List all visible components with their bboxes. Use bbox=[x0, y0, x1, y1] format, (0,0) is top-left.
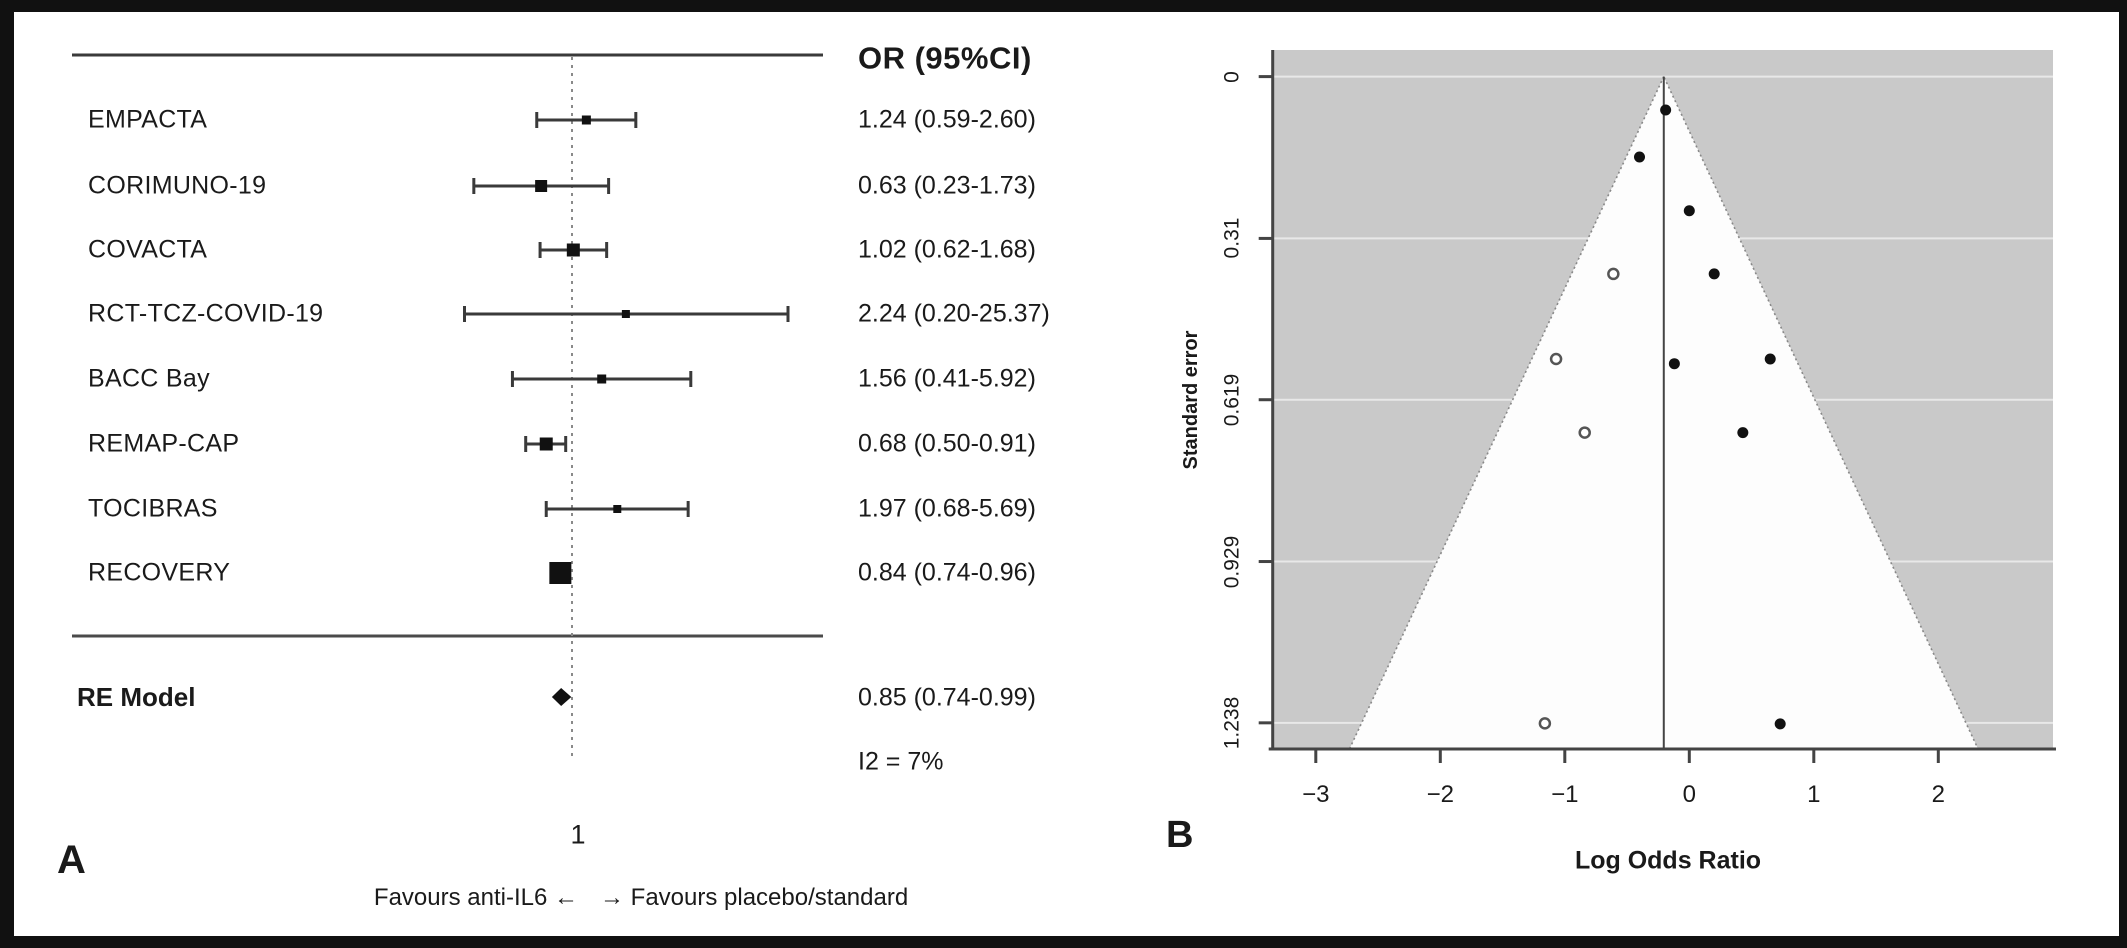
y-tick-label: 1.238 bbox=[1220, 696, 1244, 750]
funnel-point-observed bbox=[1683, 205, 1695, 217]
favours-right-text: → Favours placebo/standard bbox=[600, 884, 909, 911]
study-label: RCT-TCZ-COVID-19 bbox=[88, 299, 324, 328]
favours-left-text: Favours anti-IL6 ← bbox=[373, 884, 578, 911]
funnel-x-axis-title: Log Odds Ratio bbox=[1574, 846, 1762, 875]
or-column-header: OR (95%CI) bbox=[858, 40, 1032, 76]
funnel-point-observed bbox=[1764, 353, 1776, 365]
funnel-point-observed bbox=[1737, 427, 1749, 439]
study-label: REMAP-CAP bbox=[88, 429, 240, 458]
heterogeneity-text: I2 = 7% bbox=[858, 747, 944, 776]
y-tick-label: 0.31 bbox=[1220, 217, 1244, 259]
y-tick-label: 0.619 bbox=[1220, 373, 1244, 426]
study-or-value: 0.68 (0.50-0.91) bbox=[858, 429, 1036, 458]
study-label: COVACTA bbox=[88, 235, 208, 264]
effect-marker bbox=[566, 243, 580, 257]
study-label: RECOVERY bbox=[88, 558, 231, 587]
funnel-point-imputed bbox=[1549, 352, 1563, 366]
study-or-value: 1.02 (0.62-1.68) bbox=[858, 235, 1036, 264]
study-or-value: 0.63 (0.23-1.73) bbox=[858, 171, 1036, 200]
effect-marker bbox=[581, 115, 591, 125]
summary-diamond bbox=[551, 688, 572, 706]
effect-marker bbox=[535, 180, 548, 192]
x-tick-label: −1 bbox=[1551, 781, 1579, 808]
effect-marker bbox=[539, 437, 553, 451]
effect-marker bbox=[549, 562, 572, 584]
effect-marker bbox=[621, 310, 630, 318]
study-label: EMPACTA bbox=[88, 105, 208, 134]
re-model-or-value: 0.85 (0.74-0.99) bbox=[858, 683, 1036, 712]
funnel-point-observed bbox=[1708, 268, 1720, 280]
funnel-point-imputed bbox=[1538, 717, 1552, 730]
y-tick-label: 0 bbox=[1220, 70, 1244, 83]
funnel-point-imputed bbox=[1607, 267, 1620, 281]
effect-marker bbox=[613, 505, 622, 513]
study-label: BACC Bay bbox=[88, 364, 210, 393]
y-tick-label: 0.929 bbox=[1220, 535, 1244, 588]
study-label: TOCIBRAS bbox=[88, 494, 218, 523]
effect-marker bbox=[597, 374, 607, 384]
x-tick-label: −2 bbox=[1426, 781, 1454, 808]
study-or-value: 1.24 (0.59-2.60) bbox=[858, 105, 1036, 134]
study-or-value: 2.24 (0.20-25.37) bbox=[858, 299, 1050, 328]
x-tick-label: 2 bbox=[1931, 781, 1945, 808]
panel-b-label: B bbox=[1166, 814, 1194, 856]
study-or-value: 1.56 (0.41-5.92) bbox=[858, 364, 1036, 393]
x-tick-label: 1 bbox=[1807, 781, 1821, 808]
study-label: CORIMUNO-19 bbox=[88, 171, 267, 200]
x-tick-label: 0 bbox=[1682, 781, 1696, 808]
funnel-point-observed bbox=[1660, 104, 1672, 116]
funnel-point-imputed bbox=[1578, 426, 1591, 439]
study-or-value: 0.84 (0.74-0.96) bbox=[858, 558, 1036, 587]
funnel-point-observed bbox=[1774, 718, 1786, 730]
x-tick-label: −3 bbox=[1302, 781, 1330, 808]
funnel-point-observed bbox=[1634, 151, 1645, 163]
study-or-value: 1.97 (0.68-5.69) bbox=[858, 494, 1036, 523]
funnel-y-axis-title: Standard error bbox=[1180, 330, 1202, 470]
panel-a-label: A bbox=[57, 838, 86, 882]
re-model-label: RE Model bbox=[77, 682, 196, 712]
funnel-point-observed bbox=[1668, 358, 1680, 370]
reference-tick-label: 1 bbox=[570, 819, 586, 850]
